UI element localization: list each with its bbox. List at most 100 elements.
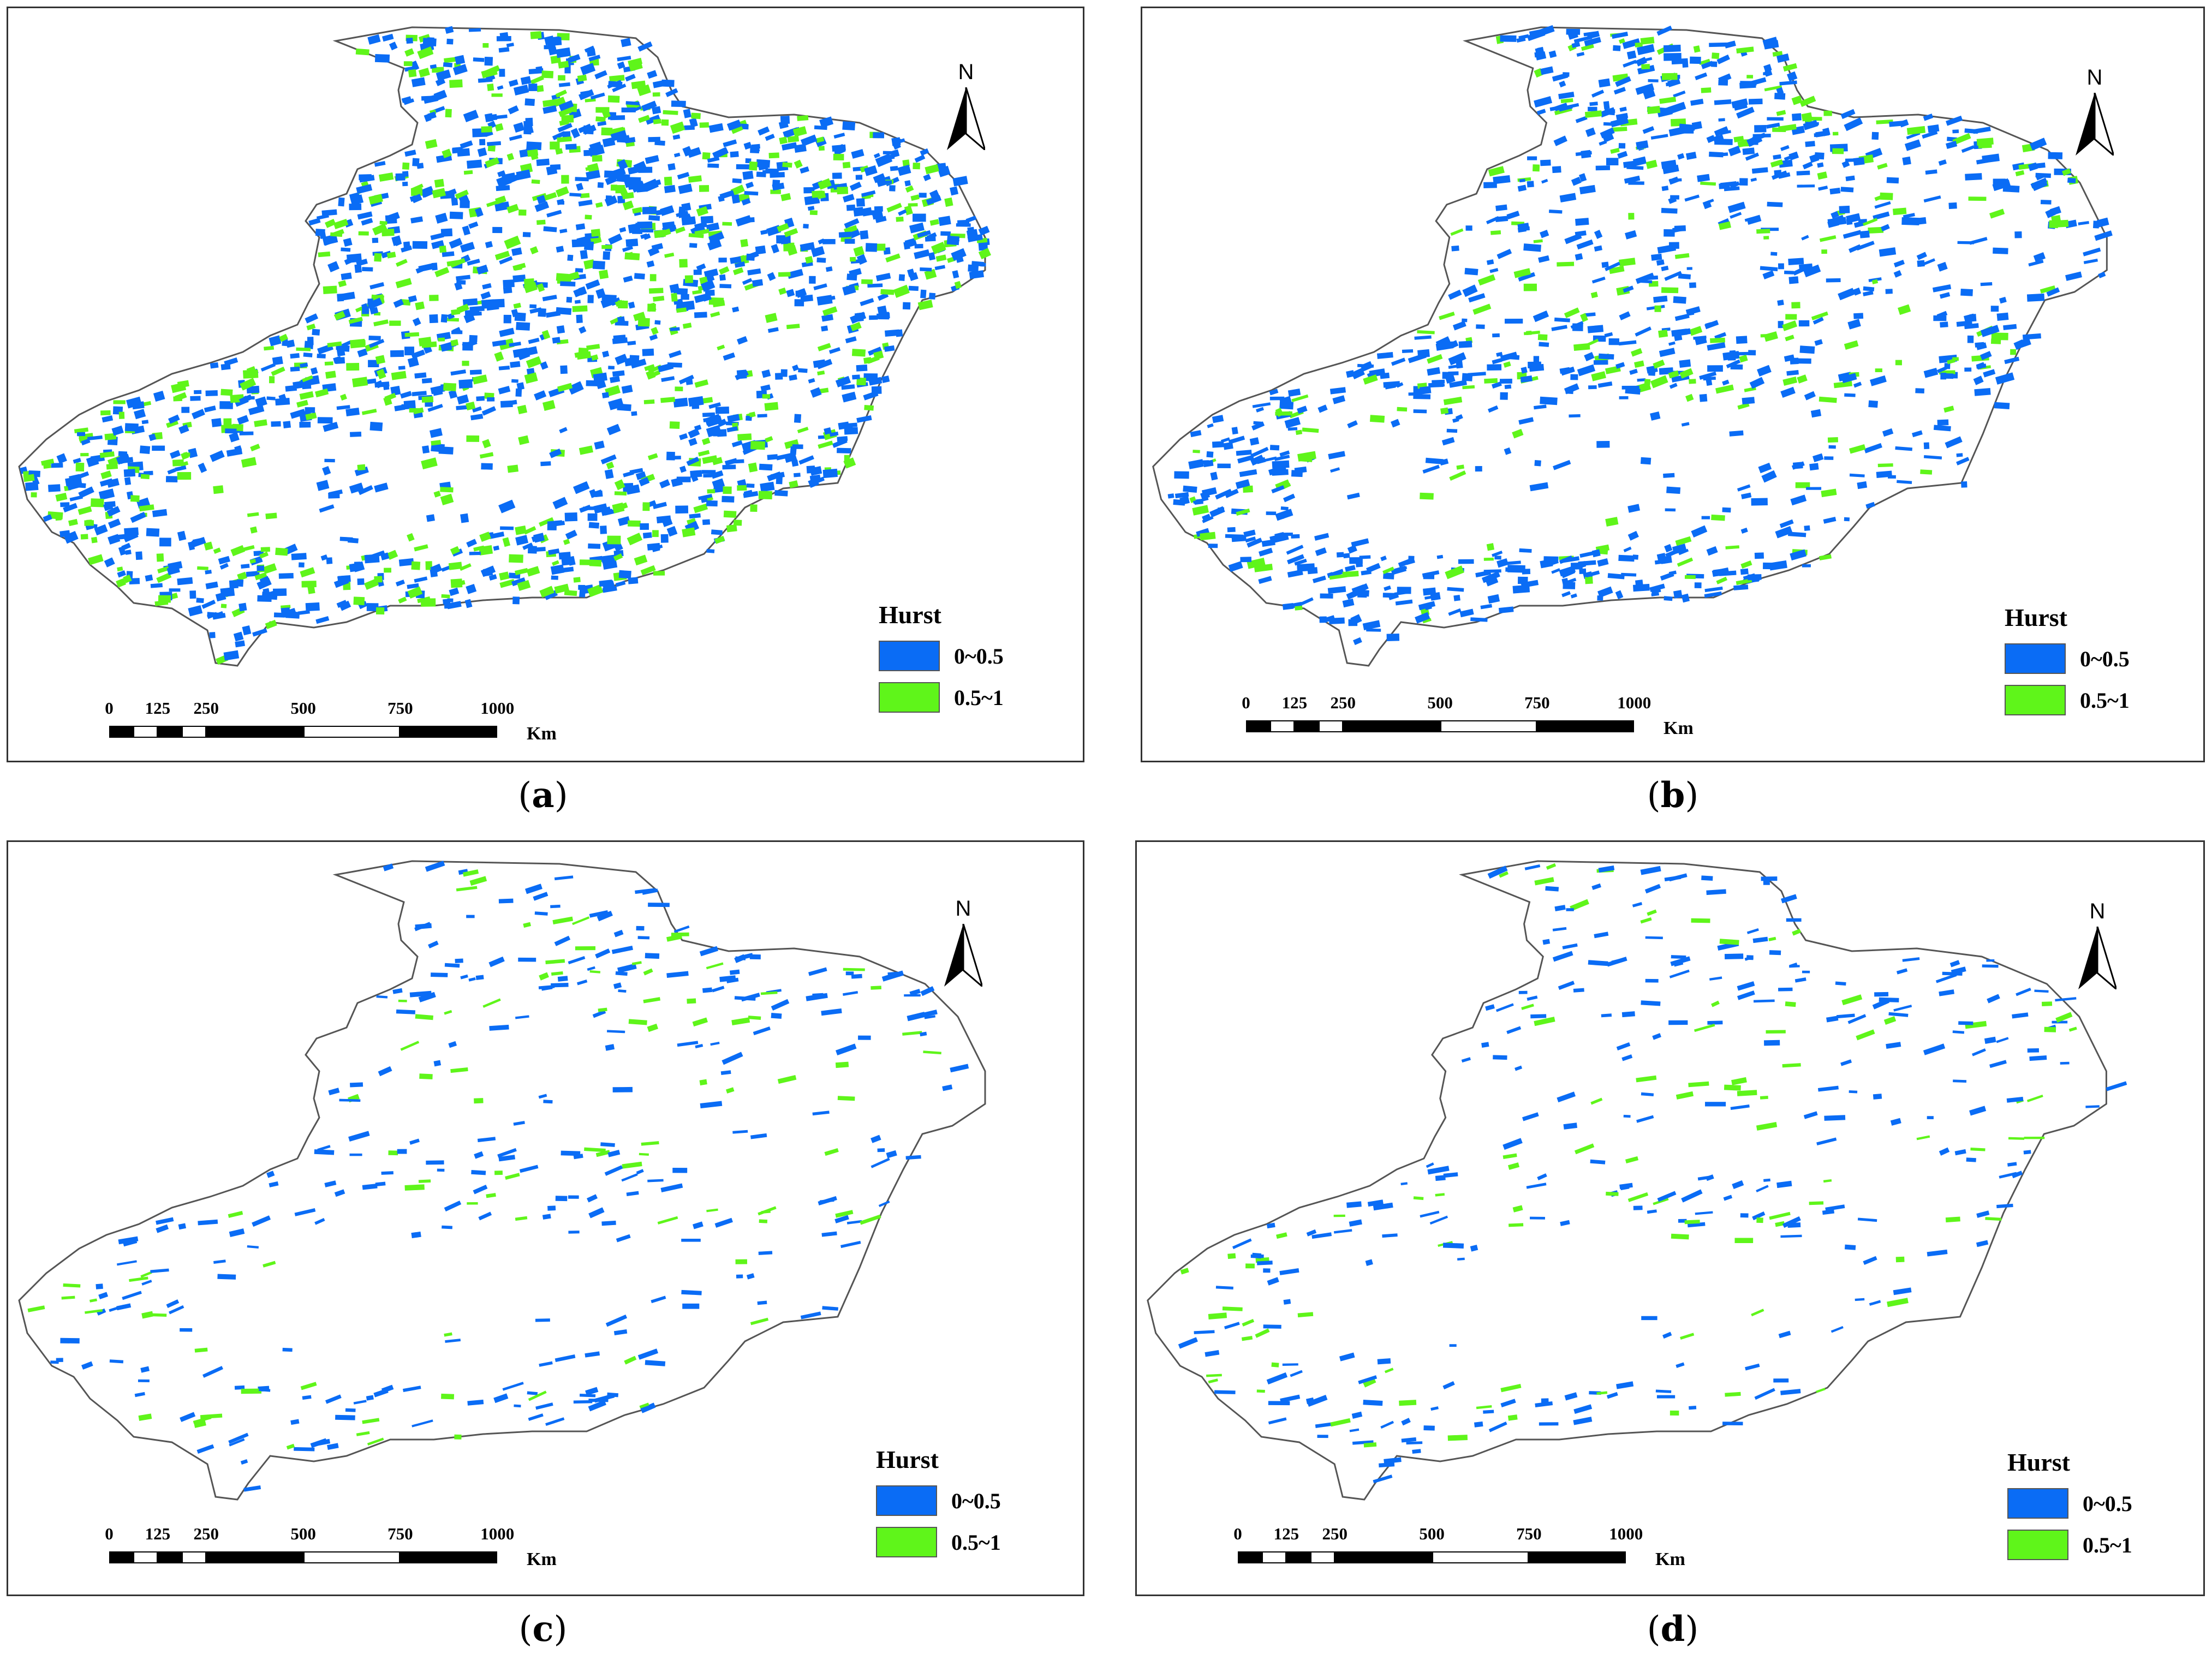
hurst-patch-0-0.5 bbox=[1729, 430, 1744, 437]
hurst-patch-0.5-1 bbox=[652, 295, 665, 302]
hurst-patch-0-0.5 bbox=[528, 68, 544, 74]
hurst-patch-0.5-1 bbox=[778, 272, 791, 277]
hurst-patch-0.5-1 bbox=[166, 420, 179, 428]
hurst-patch-0.5-1 bbox=[1302, 427, 1319, 433]
hurst-patch-0.5-1 bbox=[494, 351, 504, 362]
hurst-patch-0-0.5 bbox=[1366, 628, 1381, 632]
hurst-patch-0.5-1 bbox=[1875, 368, 1882, 372]
hurst-patch-0-0.5 bbox=[1418, 601, 1436, 611]
hurst-patch-0-0.5 bbox=[1456, 360, 1463, 369]
hurst-patch-0-0.5 bbox=[640, 229, 654, 232]
hurst-patch-0-0.5 bbox=[885, 329, 900, 337]
hurst-patch-0-0.5 bbox=[1559, 193, 1577, 203]
hurst-patch-0-0.5 bbox=[367, 297, 383, 310]
hurst-patch-0.5-1 bbox=[637, 318, 650, 327]
hurst-patch-0-0.5 bbox=[592, 1010, 606, 1018]
hurst-patch-0-0.5 bbox=[522, 542, 533, 550]
hurst-patch-0.5-1 bbox=[1206, 1374, 1222, 1377]
hurst-patch-0-0.5 bbox=[1664, 229, 1675, 237]
hurst-patch-0-0.5 bbox=[1840, 1059, 1852, 1066]
hurst-patch-0.5-1 bbox=[557, 383, 573, 392]
scale-segment bbox=[133, 726, 158, 738]
north-arrow: N bbox=[2073, 899, 2122, 992]
hurst-patch-0-0.5 bbox=[1243, 529, 1256, 538]
hurst-patch-0-0.5 bbox=[499, 256, 513, 265]
hurst-patch-0-0.5 bbox=[864, 165, 878, 176]
hurst-patch-0-0.5 bbox=[1417, 349, 1430, 358]
hurst-patch-0.5-1 bbox=[1776, 110, 1786, 116]
hurst-patch-0-0.5 bbox=[1591, 883, 1601, 890]
hurst-patch-0-0.5 bbox=[645, 115, 661, 125]
hurst-patch-0-0.5 bbox=[1540, 396, 1558, 405]
scale-bar: 0 125 250 500 750 1000 Km bbox=[105, 698, 557, 748]
hurst-patch-0-0.5 bbox=[1349, 1428, 1360, 1432]
hurst-patch-0-0.5 bbox=[229, 432, 240, 443]
hurst-patch-0-0.5 bbox=[1459, 608, 1474, 618]
hurst-patch-0.5-1 bbox=[356, 1431, 370, 1436]
hurst-patch-0-0.5 bbox=[594, 70, 607, 80]
hurst-patch-0-0.5 bbox=[1367, 1199, 1384, 1207]
hurst-patch-0-0.5 bbox=[1919, 258, 1935, 267]
hurst-patch-0-0.5 bbox=[341, 272, 352, 280]
hurst-patch-0-0.5 bbox=[2106, 1081, 2127, 1091]
hurst-patch-0-0.5 bbox=[533, 892, 548, 901]
hurst-patch-0-0.5 bbox=[1500, 1399, 1516, 1408]
hurst-patch-0-0.5 bbox=[1227, 527, 1236, 533]
hurst-patch-0-0.5 bbox=[122, 1291, 142, 1300]
hurst-patch-0-0.5 bbox=[1329, 617, 1345, 624]
hurst-patch-0-0.5 bbox=[1597, 381, 1613, 388]
hurst-patch-0-0.5 bbox=[710, 1042, 720, 1046]
hurst-patch-0-0.5 bbox=[1607, 573, 1625, 580]
hurst-patch-0.5-1 bbox=[1764, 85, 1782, 92]
hurst-patch-0-0.5 bbox=[565, 529, 577, 540]
hurst-patch-0-0.5 bbox=[73, 458, 81, 464]
hurst-patch-0-0.5 bbox=[2078, 221, 2089, 225]
hurst-patch-0-0.5 bbox=[1973, 375, 1984, 385]
hurst-patch-0-0.5 bbox=[393, 298, 404, 308]
hurst-patch-0-0.5 bbox=[460, 974, 468, 980]
hurst-patch-0-0.5 bbox=[1564, 1392, 1578, 1401]
hurst-patch-0-0.5 bbox=[414, 922, 431, 931]
hurst-patch-0.5-1 bbox=[473, 545, 485, 552]
hurst-patch-0-0.5 bbox=[1415, 612, 1430, 624]
hurst-patch-0-0.5 bbox=[1611, 958, 1625, 965]
hurst-patch-0-0.5 bbox=[1902, 957, 1920, 962]
hurst-patch-0-0.5 bbox=[1816, 1137, 1837, 1146]
hurst-patch-0.5-1 bbox=[2058, 219, 2069, 228]
hurst-patch-0-0.5 bbox=[411, 194, 422, 204]
hurst-patch-0-0.5 bbox=[1231, 535, 1247, 542]
hurst-patch-0.5-1 bbox=[575, 946, 596, 951]
legend-item: 0.5~1 bbox=[2005, 683, 2130, 717]
hurst-patch-0-0.5 bbox=[427, 404, 443, 412]
hurst-patch-0-0.5 bbox=[594, 490, 603, 498]
hurst-patch-0-0.5 bbox=[1317, 404, 1328, 413]
hurst-patch-0.5-1 bbox=[376, 368, 386, 380]
hurst-patch-0-0.5 bbox=[1922, 130, 1938, 139]
hurst-patch-0-0.5 bbox=[515, 388, 522, 397]
hurst-patch-0-0.5 bbox=[637, 41, 653, 52]
hurst-patch-0-0.5 bbox=[1505, 567, 1522, 572]
hurst-patch-0-0.5 bbox=[192, 409, 205, 420]
hurst-patch-0-0.5 bbox=[1640, 457, 1651, 465]
hurst-patch-0-0.5 bbox=[1976, 1210, 1990, 1218]
hurst-patch-0.5-1 bbox=[1625, 1156, 1639, 1164]
hurst-patch-0.5-1 bbox=[1370, 415, 1385, 423]
hurst-patch-0-0.5 bbox=[1673, 90, 1686, 98]
hurst-patch-0-0.5 bbox=[1651, 253, 1662, 261]
hurst-patch-0-0.5 bbox=[140, 1366, 150, 1373]
hurst-patch-0-0.5 bbox=[1315, 1422, 1332, 1428]
scale-tick-label: 750 bbox=[387, 1524, 413, 1543]
hurst-patch-0-0.5 bbox=[1212, 415, 1224, 423]
hurst-patch-0.5-1 bbox=[632, 207, 643, 214]
hurst-patch-0-0.5 bbox=[1419, 386, 1432, 395]
hurst-patch-0-0.5 bbox=[750, 1133, 767, 1139]
hurst-patch-0.5-1 bbox=[1731, 1077, 1747, 1085]
hurst-patch-0-0.5 bbox=[1996, 1037, 2009, 1043]
hurst-patch-0-0.5 bbox=[1613, 45, 1621, 51]
hurst-patch-0-0.5 bbox=[642, 348, 654, 356]
hurst-patch-0-0.5 bbox=[573, 1400, 593, 1404]
hurst-patch-0.5-1 bbox=[585, 165, 598, 171]
hurst-patch-0-0.5 bbox=[500, 526, 514, 530]
hurst-patch-0-0.5 bbox=[678, 183, 693, 194]
scale-segment bbox=[1432, 1551, 1529, 1563]
